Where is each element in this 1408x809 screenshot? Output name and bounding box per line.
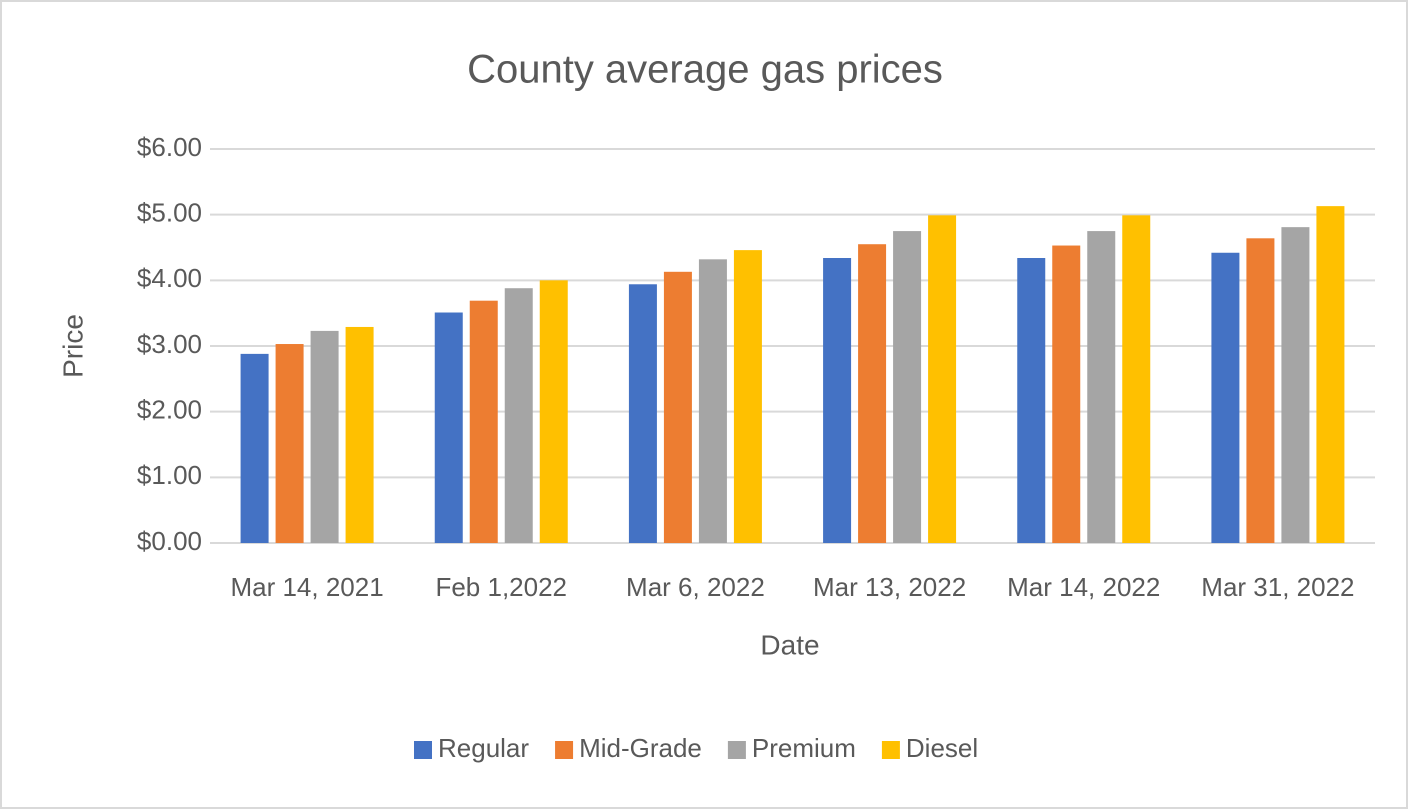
bar xyxy=(733,250,762,544)
x-tick-label: Feb 1,2022 xyxy=(435,572,567,602)
x-tick-label: Mar 6, 2022 xyxy=(626,572,765,602)
legend-swatch xyxy=(727,741,746,759)
bar xyxy=(1017,258,1046,543)
x-axis-title: Date xyxy=(760,629,819,660)
bar xyxy=(434,312,463,543)
y-tick-label: $3.00 xyxy=(137,329,202,359)
y-tick-label: $4.00 xyxy=(137,263,202,293)
bar xyxy=(539,280,568,543)
bar xyxy=(1211,252,1240,543)
legend-label: Diesel xyxy=(906,733,978,763)
bar xyxy=(858,244,887,543)
legend-label: Mid-Grade xyxy=(579,733,702,763)
y-axis-title: Price xyxy=(57,314,88,378)
y-tick-label: $5.00 xyxy=(137,198,202,228)
chart-title: County average gas prices xyxy=(467,48,943,92)
y-tick-label: $1.00 xyxy=(137,460,202,490)
legend-label: Premium xyxy=(752,733,856,763)
x-tick-label: Mar 14, 2021 xyxy=(230,572,383,602)
legend-swatch xyxy=(555,741,574,759)
y-tick-label: $2.00 xyxy=(137,395,202,425)
bar xyxy=(698,259,727,543)
bar xyxy=(240,353,269,543)
legend-swatch xyxy=(881,741,900,759)
bar xyxy=(275,344,304,543)
x-tick-label: Mar 13, 2022 xyxy=(813,572,966,602)
legend-swatch xyxy=(414,741,432,759)
x-tick-label: Mar 14, 2022 xyxy=(1007,572,1160,602)
bar xyxy=(928,215,957,543)
bar xyxy=(1316,206,1345,543)
y-tick-label: $6.00 xyxy=(137,132,202,162)
bar xyxy=(1122,215,1151,543)
bar xyxy=(469,300,498,543)
bar xyxy=(1246,238,1275,543)
x-tick-label: Mar 31, 2022 xyxy=(1201,572,1354,602)
bar xyxy=(1052,245,1081,543)
bar xyxy=(663,271,692,543)
y-tick-label: $0.00 xyxy=(137,526,202,556)
bar xyxy=(310,330,339,543)
bar xyxy=(628,284,657,543)
bar xyxy=(504,288,533,543)
bar xyxy=(1087,231,1116,544)
bar xyxy=(823,258,852,543)
bar xyxy=(893,231,922,544)
legend-label: Regular xyxy=(438,733,529,763)
bar xyxy=(345,326,374,543)
bar xyxy=(1281,227,1310,544)
